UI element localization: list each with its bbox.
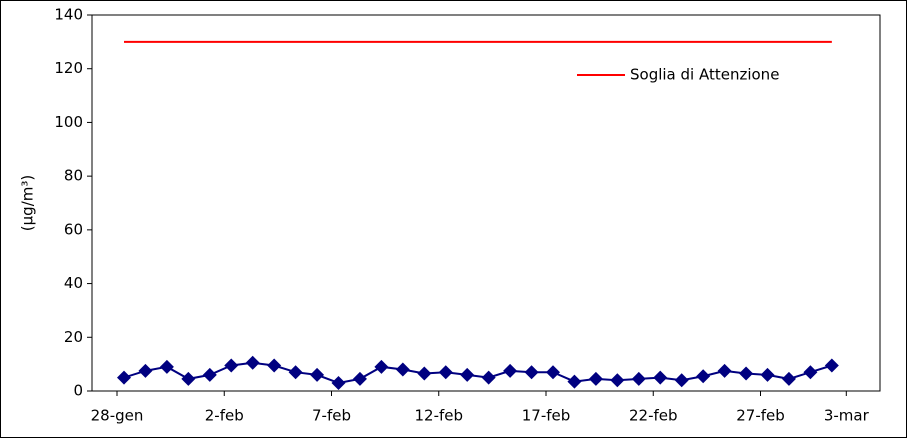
x-tick-label: 7-feb (312, 407, 351, 425)
data-point (760, 367, 775, 382)
plot-area (91, 14, 881, 392)
data-point (438, 365, 453, 380)
data-point (696, 369, 711, 384)
y-axis-label: (µg/m³) (19, 175, 37, 231)
data-point (503, 363, 518, 378)
data-point (138, 363, 153, 378)
data-point (588, 371, 603, 386)
data-point (803, 365, 818, 380)
data-point (824, 358, 839, 373)
data-point (288, 365, 303, 380)
data-point (781, 371, 796, 386)
y-tick-label: 0 (73, 382, 83, 400)
x-tick-label: 22-feb (629, 407, 678, 425)
data-point (310, 367, 325, 382)
data-point (717, 363, 732, 378)
data-point (117, 370, 131, 385)
x-tick-label: 12-feb (414, 407, 463, 425)
x-tick-label: 2-feb (205, 407, 244, 425)
data-point (395, 362, 410, 377)
data-point (331, 375, 346, 390)
data-point (352, 371, 367, 386)
data-point (739, 366, 754, 381)
data-point (417, 366, 432, 381)
data-point (481, 370, 496, 385)
data-point (610, 373, 625, 388)
data-point (202, 367, 217, 382)
y-tick-label: 20 (64, 328, 83, 346)
data-point (224, 358, 239, 373)
x-tick-label: 3-mar (824, 407, 870, 425)
x-tick-label: 27-feb (736, 407, 785, 425)
series-line (123, 361, 833, 384)
data-point (674, 373, 689, 388)
data-point (653, 370, 668, 385)
y-tick-label: 60 (64, 220, 83, 238)
data-point (460, 367, 475, 382)
x-tick-label: 28-gen (91, 407, 144, 425)
data-point (567, 374, 582, 389)
data-point (181, 371, 196, 386)
y-tick-label: 140 (54, 6, 83, 24)
data-point (631, 371, 646, 386)
data-point (245, 355, 260, 370)
y-tick-label: 100 (54, 113, 83, 131)
data-point (159, 359, 174, 374)
y-tick-label: 40 (64, 274, 83, 292)
data-point (374, 359, 389, 374)
y-tick-label: 120 (54, 59, 83, 77)
data-point (546, 365, 560, 380)
data-point (267, 358, 282, 373)
legend-label: Soglia di Attenzione (630, 66, 779, 84)
data-point (524, 365, 539, 380)
x-tick-label: 17-feb (522, 407, 571, 425)
y-tick-label: 80 (64, 167, 83, 185)
